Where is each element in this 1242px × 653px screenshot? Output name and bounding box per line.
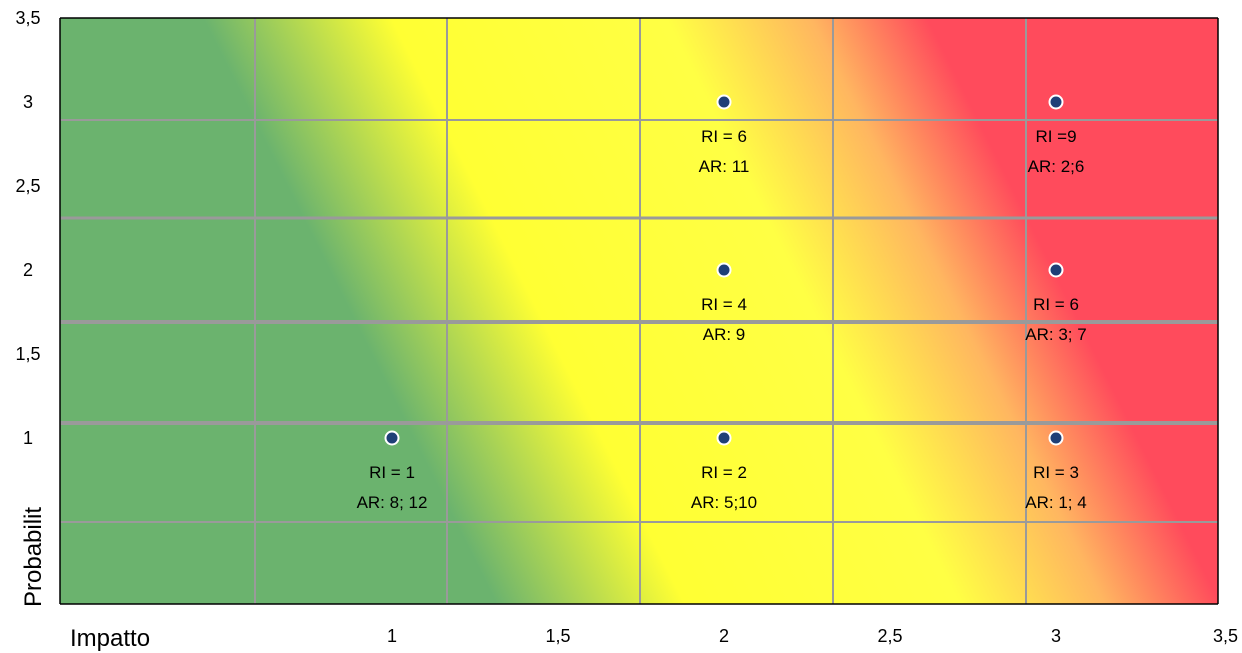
data-point: [1048, 262, 1064, 278]
x-tick-label: 1,5: [545, 626, 570, 646]
point-label-ri: RI = 1: [369, 463, 415, 482]
x-tick-label: 2: [719, 626, 729, 646]
x-tick-label: 3: [1051, 626, 1061, 646]
x-axis-ticks: 1 1,5 2 2,5 3 3,5: [387, 626, 1238, 646]
axis-lines: [59, 17, 1219, 605]
point-label-ri: RI = 6: [1033, 295, 1079, 314]
point-label-ri: RI = 2: [701, 463, 747, 482]
point-label-ri: RI =9: [1035, 127, 1076, 146]
y-tick-label: 2: [23, 260, 33, 280]
point-label-ar: AR: 3; 7: [1025, 325, 1086, 344]
point-label-ar: AR: 2;6: [1028, 157, 1085, 176]
x-axis-title: Impatto: [70, 625, 150, 652]
point-label-ar: AR: 11: [699, 157, 750, 176]
point-label-ri: RI = 3: [1033, 463, 1079, 482]
x-tick-label: 3,5: [1213, 626, 1238, 646]
y-tick-label: 3,5: [15, 8, 40, 28]
y-tick-label: 2,5: [15, 176, 40, 196]
y-axis-ticks: 3,5 3 2,5 2 1,5 1: [15, 8, 40, 448]
data-point: [716, 94, 732, 110]
point-label-ar: AR: 1; 4: [1025, 493, 1086, 512]
point-label-ar: AR: 9: [703, 325, 746, 344]
grid-lines: [60, 18, 1218, 604]
y-tick-label: 3: [23, 92, 33, 112]
data-point: [384, 430, 400, 446]
y-axis-title: Probabilit: [20, 507, 47, 607]
y-tick-label: 1: [23, 428, 33, 448]
point-label-ar: AR: 5;10: [691, 493, 757, 512]
data-point: [716, 262, 732, 278]
x-tick-label: 2,5: [877, 626, 902, 646]
point-label-ri: RI = 6: [701, 127, 747, 146]
data-point: [716, 430, 732, 446]
data-points: RI = 1 AR: 8; 12 RI = 2 AR: 5;10 RI = 3 AR: 1…: [357, 94, 1087, 512]
point-label-ri: RI = 4: [701, 295, 747, 314]
x-tick-label: 1: [387, 626, 397, 646]
y-tick-label: 1,5: [15, 344, 40, 364]
point-label-ar: AR: 8; 12: [357, 493, 428, 512]
data-point: [1048, 430, 1064, 446]
data-point: [1048, 94, 1064, 110]
